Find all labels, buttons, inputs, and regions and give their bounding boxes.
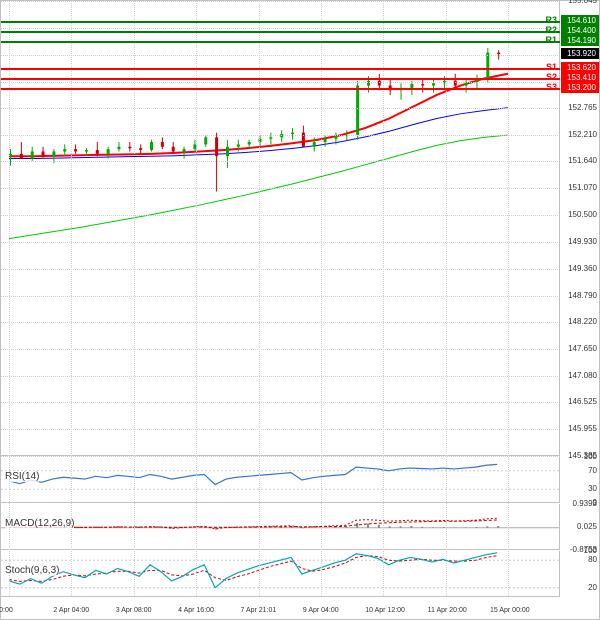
macd-panel[interactable]: MACD(12,26,9): [1, 504, 560, 550]
support-label: S1: [546, 62, 557, 72]
rsi-axis: 10070300: [559, 457, 599, 503]
price-tick: 151.070: [568, 183, 597, 192]
stoch-axis: 1008020: [559, 551, 599, 597]
macd-label: MACD(12,26,9): [5, 518, 74, 529]
price-tick: 148.220: [568, 317, 597, 326]
price-tick: 145.955: [568, 424, 597, 433]
price-tick: 155.045: [568, 0, 597, 5]
support-value: 153.200: [561, 82, 599, 93]
resistance-label: R2: [545, 25, 557, 35]
resistance-value: 154.190: [561, 35, 599, 46]
price-tick: 147.650: [568, 344, 597, 353]
time-tick: 10 Apr 12:00: [365, 607, 405, 614]
macd-axis: 0.93930.025-0.8753: [559, 504, 599, 550]
trading-chart: 155.045154.475153.905153.335152.765152.2…: [0, 0, 600, 620]
resistance-label: R1: [545, 35, 557, 45]
price-tick: 148.790: [568, 291, 597, 300]
price-tick: 151.640: [568, 156, 597, 165]
time-tick: 4 Apr 16:00: [178, 607, 214, 614]
resistance-label: R3: [545, 15, 557, 25]
time-tick: 11 Apr 20:00: [428, 607, 467, 614]
time-tick: 2 Apr 04:00: [53, 607, 89, 614]
rsi-label: RSI(14): [5, 471, 39, 482]
rsi-panel[interactable]: RSI(14): [1, 457, 560, 503]
price-tick: 147.080: [568, 371, 597, 380]
price-tick: 146.525: [568, 397, 597, 406]
price-tick: 149.360: [568, 264, 597, 273]
time-axis: r 20:00 2 Apr 04:00 3 Apr 08:00 4 Apr 16:00…: [1, 598, 600, 620]
time-tick: 7 Apr 21:01: [241, 607, 277, 614]
current-price-badge: 153.920: [561, 48, 599, 59]
price-tick: 149.930: [568, 237, 597, 246]
support-label: S2: [546, 72, 557, 82]
time-tick: 9 Apr 04:00: [303, 607, 339, 614]
support-label: S3: [546, 82, 557, 92]
time-tick: 15 Apr 00:00: [490, 607, 530, 614]
time-tick: r 20:00: [0, 607, 13, 614]
stoch-panel[interactable]: Stoch(9,6,3): [1, 551, 560, 597]
price-tick: 152.210: [568, 130, 597, 139]
price-tick: 150.500: [568, 210, 597, 219]
stoch-label: Stoch(9,6,3): [5, 565, 59, 576]
price-tick: 152.765: [568, 103, 597, 112]
time-tick: 3 Apr 08:00: [116, 607, 152, 614]
